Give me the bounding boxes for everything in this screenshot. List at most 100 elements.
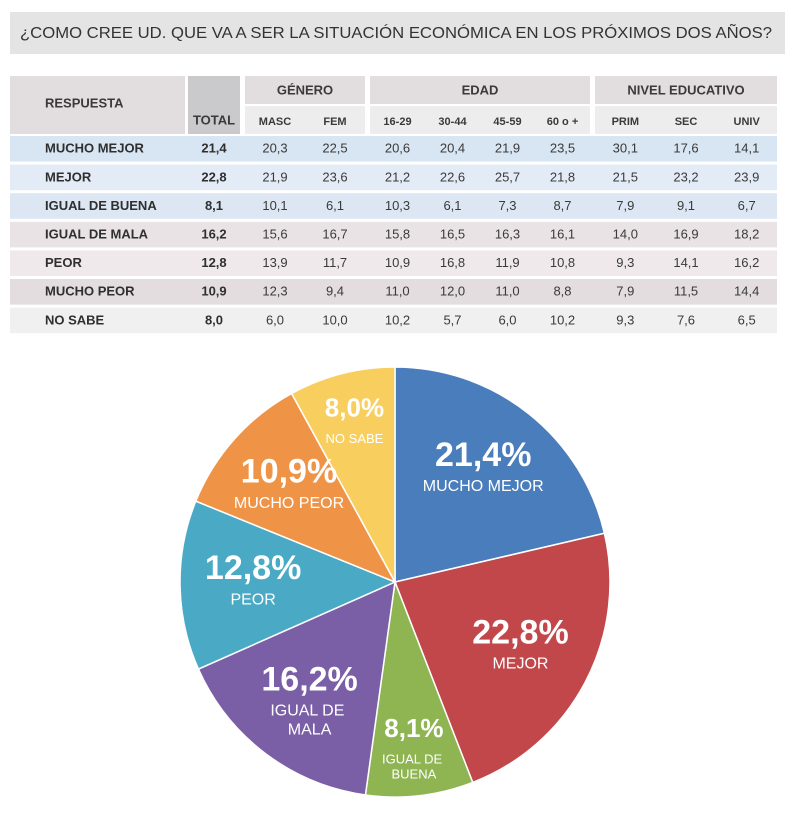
total-cell: 22,8 [201, 169, 226, 184]
header-label: TOTAL [193, 112, 235, 127]
slice-category-label: MUCHO PEOR [234, 495, 344, 512]
table-cell: 20,6 [385, 141, 410, 156]
pie-slice [364, 579, 474, 798]
table-cell: 15,6 [262, 227, 287, 242]
table-cell: 10,0 [322, 312, 347, 327]
group-label: GÉNERO [277, 82, 333, 97]
table-cell: 8,7 [553, 198, 571, 213]
slice-value-label: 22,8% [472, 613, 568, 651]
row-label: MEJOR [45, 169, 92, 184]
table-cell: 22,5 [322, 141, 347, 156]
table-cell: 20,4 [440, 141, 465, 156]
table-cell: 21,2 [385, 169, 410, 184]
column-label: MASC [259, 116, 291, 128]
table-cell: 16,3 [495, 227, 520, 242]
row-background [10, 307, 777, 334]
row-background [10, 136, 777, 162]
table-cell: 9,4 [326, 284, 344, 299]
column-label: FEM [323, 116, 346, 128]
pie-slice [197, 580, 396, 796]
slice-category-label: PEOR [230, 591, 275, 608]
table-cell: 9,1 [677, 198, 695, 213]
table-cell: 10,1 [262, 198, 287, 213]
header-cell [370, 106, 590, 134]
table-cell: 21,5 [613, 169, 638, 184]
table-cell: 13,9 [262, 255, 287, 270]
total-cell: 12,8 [201, 255, 226, 270]
row-label: IGUAL DE MALA [45, 227, 149, 242]
table-cell: 9,3 [616, 255, 634, 270]
column-label: 45-59 [493, 116, 521, 128]
table-cell: 30,1 [613, 141, 638, 156]
table-cell: 23,2 [673, 169, 698, 184]
table-cell: 18,2 [734, 227, 759, 242]
table-cell: 16,2 [734, 255, 759, 270]
slice-category-label: IGUAL DE MALA [270, 703, 349, 739]
table-cell: 10,9 [385, 255, 410, 270]
table-cell: 23,6 [322, 169, 347, 184]
table-cell: 11,5 [674, 284, 698, 299]
total-cell: 8,1 [205, 198, 223, 213]
table-cell: 10,2 [550, 312, 575, 327]
slice-value-label: 21,4% [435, 436, 531, 474]
header-label: RESPUESTA [45, 95, 124, 110]
header-cell [245, 76, 365, 104]
column-label: UNIV [734, 116, 761, 128]
row-background [10, 221, 777, 248]
table-cell: 10,3 [385, 198, 410, 213]
table-cell: 23,5 [550, 141, 575, 156]
group-label: NIVEL EDUCATIVO [627, 82, 744, 97]
total-cell: 16,2 [201, 227, 226, 242]
slice-value-label: 8,1% [384, 713, 443, 743]
table-cell: 11,9 [495, 255, 519, 270]
table-cell: 7,9 [616, 198, 634, 213]
table-cell: 16,5 [440, 227, 465, 242]
table-cell: 7,3 [498, 198, 516, 213]
table-cell: 21,9 [262, 169, 287, 184]
table-cell: 7,9 [616, 284, 634, 299]
table-cell: 17,6 [673, 141, 698, 156]
table-cell: 6,0 [498, 312, 516, 327]
slice-category-label: NO SABE [326, 431, 384, 446]
group-label: EDAD [462, 82, 499, 97]
table-cell: 16,1 [550, 227, 575, 242]
table-cell: 6,7 [738, 198, 756, 213]
table-cell: 11,7 [323, 255, 347, 270]
table-cell: 14,1 [673, 255, 698, 270]
header-cell [10, 76, 185, 134]
row-background [10, 250, 777, 276]
table-cell: 7,6 [677, 312, 695, 327]
table-cell: 9,3 [616, 312, 634, 327]
row-label: PEOR [45, 255, 82, 270]
row-label: MUCHO PEOR [45, 284, 135, 299]
table-cell: 23,9 [734, 169, 759, 184]
row-label: IGUAL DE BUENA [45, 198, 157, 213]
table-cell: 14,4 [734, 284, 759, 299]
table-cell: 10,8 [550, 255, 575, 270]
table-cell: 22,6 [440, 169, 465, 184]
table-cell: 8,8 [553, 284, 571, 299]
slice-value-label: 16,2% [261, 660, 357, 698]
table-cell: 16,7 [322, 227, 347, 242]
header-cell [595, 76, 777, 104]
pie-slice [179, 500, 397, 671]
table-cell: 12,0 [440, 284, 465, 299]
table-cell: 14,0 [613, 227, 638, 242]
total-cell: 8,0 [205, 312, 223, 327]
header-cell [595, 106, 777, 134]
table-cell: 21,8 [550, 169, 575, 184]
row-label: MUCHO MEJOR [45, 141, 145, 156]
table-cell: 6,1 [443, 198, 461, 213]
slice-category-label: MEJOR [492, 655, 548, 672]
column-label: 16-29 [383, 116, 411, 128]
row-background [10, 279, 777, 305]
page-title: ¿COMO CREE UD. QUE VA A SER LA SITUACIÓN… [20, 22, 772, 42]
table-cell: 12,3 [262, 284, 287, 299]
title-bar [10, 12, 785, 54]
slice-category-label: IGUAL DE BUENA [382, 752, 446, 782]
slice-value-label: 12,8% [205, 549, 301, 587]
table-cell: 6,1 [326, 198, 344, 213]
pie-slice [394, 366, 606, 583]
table-cell: 21,9 [495, 141, 520, 156]
